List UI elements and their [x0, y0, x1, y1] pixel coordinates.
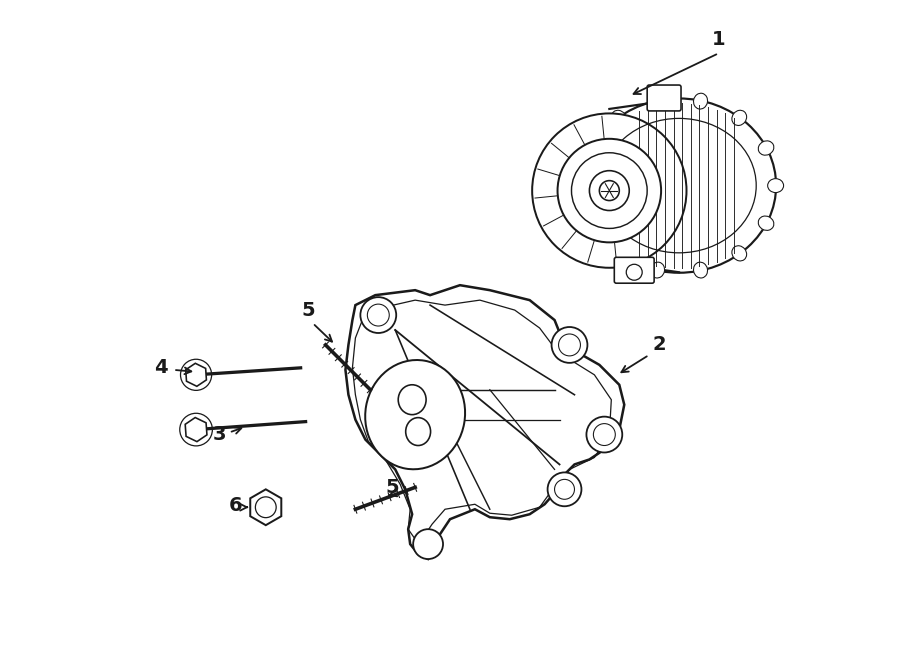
Ellipse shape [584, 141, 599, 155]
Text: 4: 4 [155, 358, 168, 377]
Ellipse shape [768, 178, 784, 192]
Circle shape [413, 529, 443, 559]
Ellipse shape [406, 418, 430, 446]
FancyBboxPatch shape [615, 257, 654, 283]
Ellipse shape [398, 385, 426, 414]
Circle shape [557, 139, 662, 243]
Text: 3: 3 [212, 425, 226, 444]
Text: 5: 5 [385, 478, 399, 497]
Circle shape [587, 416, 622, 453]
Ellipse shape [611, 246, 626, 261]
Text: 2: 2 [652, 335, 666, 354]
Ellipse shape [582, 98, 776, 273]
Polygon shape [250, 489, 282, 525]
Text: 6: 6 [230, 496, 243, 515]
Ellipse shape [732, 246, 747, 261]
Ellipse shape [365, 360, 465, 469]
Ellipse shape [611, 110, 626, 126]
Polygon shape [185, 418, 207, 442]
Ellipse shape [651, 93, 664, 109]
FancyBboxPatch shape [647, 85, 681, 111]
Ellipse shape [651, 262, 664, 278]
Circle shape [626, 264, 643, 280]
Ellipse shape [759, 216, 774, 231]
Circle shape [547, 473, 581, 506]
Circle shape [360, 297, 396, 333]
Text: 5: 5 [302, 301, 315, 319]
Ellipse shape [694, 93, 707, 109]
Ellipse shape [732, 110, 747, 126]
Circle shape [590, 171, 629, 210]
Ellipse shape [694, 262, 707, 278]
Ellipse shape [574, 178, 590, 192]
Ellipse shape [532, 114, 687, 268]
Polygon shape [346, 285, 625, 559]
Circle shape [599, 180, 619, 200]
Polygon shape [185, 364, 206, 386]
Ellipse shape [759, 141, 774, 155]
Circle shape [552, 327, 588, 363]
Text: 1: 1 [712, 30, 725, 49]
Ellipse shape [584, 216, 599, 231]
